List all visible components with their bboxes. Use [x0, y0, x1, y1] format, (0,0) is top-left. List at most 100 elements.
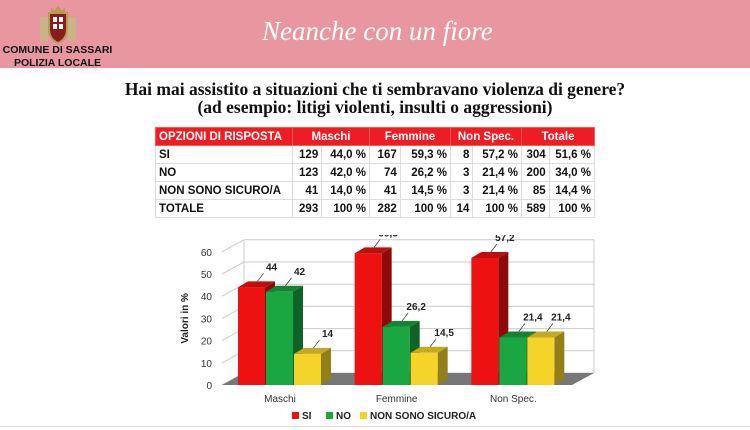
cell: 100 % [472, 199, 522, 218]
cell: 14 [449, 199, 474, 218]
header-femmine: Femmine [369, 127, 451, 146]
legend-label: NO [336, 411, 351, 422]
header-options: OPZIONI DI RISPOSTA [155, 127, 293, 146]
bar-si [471, 258, 499, 385]
bar-non-sono-sicuro-a [294, 353, 321, 385]
bar-top [499, 331, 537, 338]
y-tick-label: 60 [201, 248, 213, 259]
data-label: 44 [266, 262, 278, 273]
cell: 589 [521, 199, 550, 218]
cell: 100 % [321, 199, 370, 218]
data-label: 42 [294, 267, 306, 278]
cell: 200 [521, 163, 550, 182]
bar-side [554, 331, 565, 385]
cell: 59,3 % [399, 145, 452, 164]
header-non-spec: Non Spec. [450, 127, 522, 146]
bar-side [437, 346, 448, 385]
data-label: 14,5 [434, 328, 454, 339]
row-label: SI [155, 145, 293, 164]
cell: 293 [291, 199, 323, 218]
data-label: 14 [322, 329, 334, 340]
table-row: NO 123 42,0 % 74 26,2 % 3 21,4 % 200 34,0 % [155, 163, 596, 182]
cell: 167 [369, 145, 401, 164]
cell: 41 [369, 181, 401, 200]
row-label: NON SONO SICURO/A [155, 181, 293, 200]
cell: 14,5 % [399, 181, 452, 200]
row-label: NO [155, 163, 293, 182]
data-label-leader [518, 323, 526, 332]
x-tick-label: Femmine [376, 394, 418, 405]
bar-top [527, 331, 565, 338]
y-tick-label: 0 [206, 381, 212, 392]
bar-top [294, 347, 331, 354]
cell: 74 [369, 163, 401, 182]
cell: 8 [449, 145, 474, 164]
question-title: Hai mai assistito a situazioni che ti se… [0, 80, 750, 116]
data-label-leader [490, 243, 498, 253]
data-label: 21,4 [551, 312, 571, 323]
question-line1: Hai mai assistito a situazioni che ti se… [124, 79, 626, 99]
cell: 42,0 % [321, 163, 370, 182]
cell: 14,0 % [321, 181, 370, 200]
bar-non-sono-sicuro-a [527, 337, 555, 385]
bar-top [354, 247, 392, 254]
data-label-leader [429, 338, 437, 348]
cell: 100 % [548, 199, 596, 218]
x-tick-label: Maschi [264, 394, 296, 405]
cell: 3 [449, 163, 474, 182]
data-label-leader [257, 273, 264, 282]
cell: 44,0 % [321, 145, 370, 164]
header-maschi: Maschi [292, 127, 370, 146]
y-tick-label: 20 [201, 337, 213, 348]
data-label-leader [285, 277, 292, 286]
y-axis-label: Valori in % [180, 293, 191, 344]
data-label: 26,2 [406, 302, 426, 313]
cell: 123 [291, 163, 323, 182]
table-row: SI 129 44,0 % 167 59,3 % 8 57,2 % 304 51,6 % [155, 145, 596, 164]
y-tick-label: 10 [201, 359, 213, 370]
y-tick-label: 50 [201, 270, 213, 281]
gridline-side [221, 261, 245, 275]
y-tick-label: 30 [201, 314, 213, 325]
data-label-leader [401, 312, 409, 322]
cell: 26,2 % [399, 163, 452, 182]
cell: 304 [521, 145, 550, 164]
bar-top [382, 320, 420, 327]
bar-top [410, 346, 448, 353]
bar-top [266, 285, 303, 292]
header-totale: Totale [521, 127, 595, 146]
legend-swatch [360, 412, 367, 419]
data-label: 59,3 [378, 235, 398, 239]
row-label: TOTALE [155, 199, 293, 218]
data-label: 21,4 [523, 312, 543, 323]
data-label-leader [313, 339, 320, 349]
question-line2: (ad esempio: litigi violenti, insulti o … [197, 97, 553, 117]
table-row: NON SONO SICURO/A 41 14,0 % 41 14,5 % 3 21,4 %… [155, 181, 596, 200]
results-table: OPZIONI DI RISPOSTA Maschi Femmine Non S… [155, 127, 596, 218]
cell: 100 % [399, 199, 452, 218]
bar-non-sono-sicuro-a [410, 352, 438, 385]
legend-swatch [326, 412, 333, 419]
bar-top [238, 281, 275, 288]
gridline-side [221, 239, 245, 253]
slogan: Neanche con un fiore [262, 16, 493, 46]
bar-top [471, 252, 509, 259]
bar-chart: 0 10 20 30 40 50 60 Valori in % 44 42 14 Maschi 59,3… [180, 235, 595, 422]
data-label: 57,2 [495, 235, 515, 244]
legend: SI NO NON SONO SICURO/A [292, 411, 476, 422]
bar-no [266, 291, 293, 385]
org-line2: POLIZIA LOCALE [13, 57, 102, 69]
bar-si [238, 287, 265, 385]
org-line1: COMUNE DI SASSARI [2, 44, 113, 56]
cell: 21,4 % [472, 163, 522, 182]
cell: 282 [369, 199, 401, 218]
table-header-row: OPZIONI DI RISPOSTA Maschi Femmine Non S… [155, 127, 595, 146]
x-tick-label: Non Spec. [490, 394, 537, 405]
bar-side [321, 347, 331, 385]
cell: 85 [521, 181, 550, 200]
cell: 57,2 % [472, 145, 522, 164]
cell: 129 [291, 145, 323, 164]
divider [0, 426, 750, 427]
header-band [0, 0, 750, 68]
legend-label: SI [302, 411, 312, 422]
